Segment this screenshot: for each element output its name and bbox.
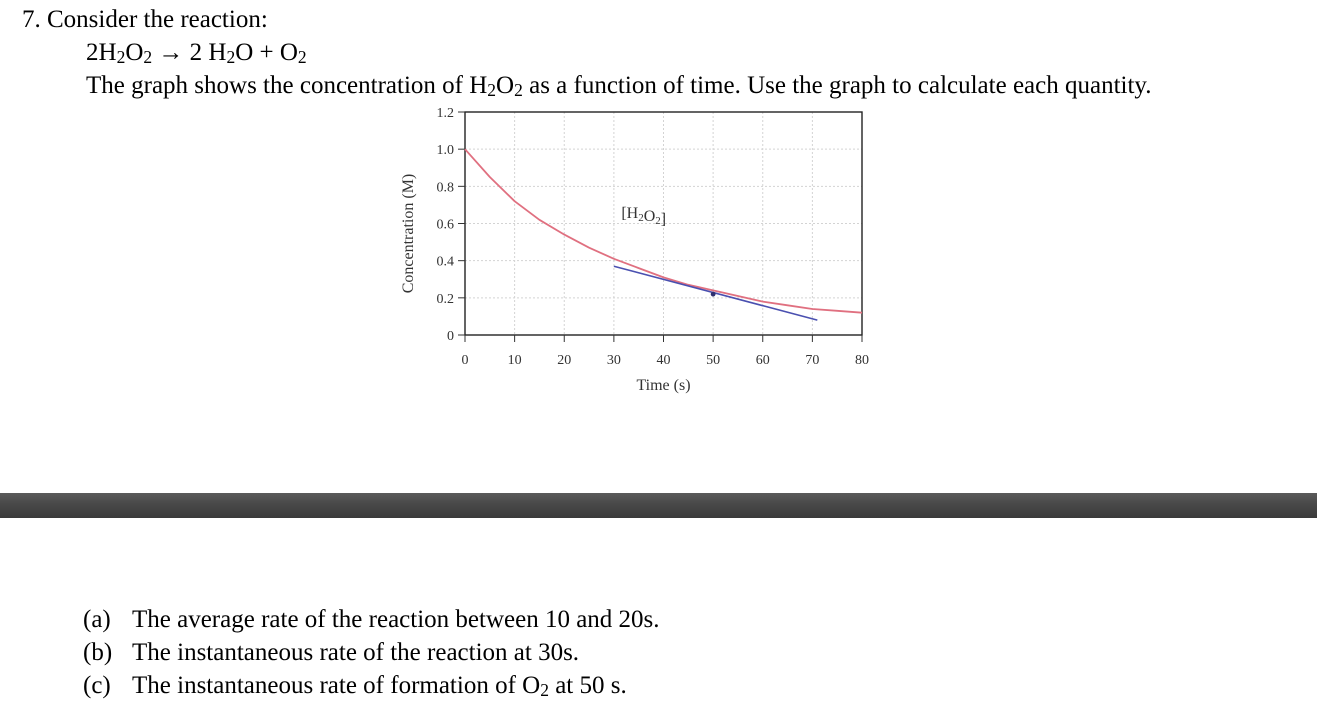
y-axis-label: Concentration (M)	[400, 174, 417, 294]
part-a: (a) The average rate of the reaction betw…	[83, 603, 660, 636]
x-tick-label: 0	[462, 353, 469, 368]
y-tick-label: 0	[447, 329, 454, 344]
y-tick-label: 0.4	[437, 255, 455, 270]
x-tick-label: 40	[657, 353, 671, 368]
series-line-h2o2	[464, 148, 863, 314]
tangent-point	[710, 291, 716, 297]
question-parts: (a) The average rate of the reaction betw…	[83, 603, 660, 707]
part-b-label: (b)	[83, 639, 113, 666]
part-a-label: (a)	[83, 606, 111, 633]
plot-frame	[464, 111, 863, 336]
part-a-text: The average rate of the reaction between…	[132, 606, 660, 633]
part-b: (b) The instantaneous rate of the reactio…	[83, 636, 660, 669]
x-tick-label: 60	[756, 353, 770, 368]
section-divider	[0, 493, 1317, 518]
question-heading: 7. Consider the reaction:	[22, 6, 268, 33]
x-tick-label: 80	[855, 353, 869, 368]
y-tick-label: 0.2	[437, 292, 455, 307]
x-axis-label: Time (s)	[636, 377, 690, 394]
y-tick-label: 0.6	[437, 218, 455, 233]
x-tick-label: 10	[508, 353, 522, 368]
part-b-text: The instantaneous rate of the reaction a…	[132, 639, 580, 666]
x-tick-label: 70	[805, 353, 819, 368]
question-prompt: The graph shows the concentration of H2O…	[86, 72, 1152, 101]
part-c-text: The instantaneous rate of formation of O…	[132, 672, 627, 701]
reaction-equation: 2H2O2 → 2 H2O + O2	[86, 39, 307, 68]
y-tick-label: 1.2	[437, 106, 455, 121]
series-label-h2o2: [H2O2]	[621, 205, 666, 228]
tangent-line	[613, 265, 818, 321]
y-tick-label: 0.8	[437, 180, 455, 195]
y-tick-label: 1.0	[437, 143, 455, 158]
x-tick-label: 50	[706, 353, 720, 368]
x-tick-label: 20	[557, 353, 571, 368]
part-c: (c) The instantaneous rate of formation o…	[83, 669, 660, 707]
part-c-label: (c)	[83, 672, 111, 699]
x-tick-label: 30	[607, 353, 621, 368]
